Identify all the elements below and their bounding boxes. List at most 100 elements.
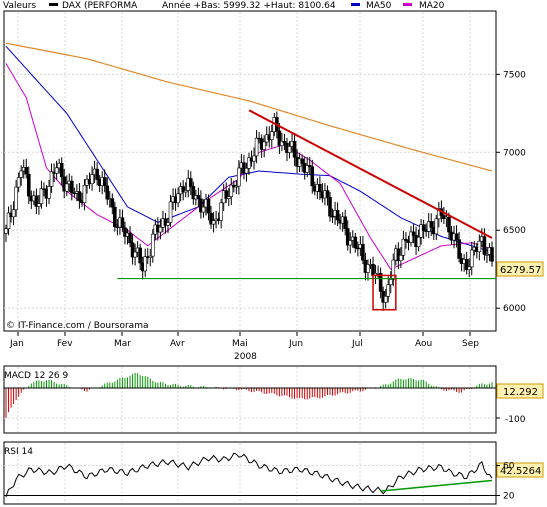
last-price-box — [496, 261, 544, 277]
rsi-value: 42.5264 — [500, 466, 541, 477]
candle-body — [163, 218, 168, 226]
header-bar — [0, 0, 547, 11]
macd-bars — [5, 372, 493, 418]
candle-body — [158, 226, 163, 233]
candle-body — [383, 296, 388, 303]
month-label: Aou — [415, 339, 432, 349]
month-label: Mai — [232, 339, 248, 349]
candle-body — [386, 284, 391, 297]
candle-body — [328, 196, 332, 217]
candle-body — [280, 141, 284, 146]
values-label: Valeurs — [3, 1, 36, 11]
candle-body — [429, 221, 434, 228]
rsi-tick-label: 60 — [503, 462, 515, 472]
candle-body — [307, 165, 312, 167]
candle-body — [110, 198, 115, 208]
rsi-tick-label: 20 — [503, 492, 515, 502]
candle-body — [70, 180, 74, 194]
candle-body — [353, 236, 358, 249]
candle-body — [277, 130, 282, 146]
ma50-legend: MA50 — [366, 1, 392, 11]
candle-body — [14, 186, 18, 211]
candle-body — [335, 210, 340, 221]
candle-body — [467, 266, 472, 271]
index-name: DAX (PERFORMA — [62, 1, 138, 11]
price-tick-label: 6000 — [503, 304, 526, 314]
candle-body — [201, 206, 206, 213]
ma200-line — [5, 42, 493, 172]
candle-body — [168, 201, 173, 223]
annotation-lines — [117, 109, 496, 311]
candle-body — [242, 162, 246, 174]
candle-body — [102, 177, 107, 187]
year-label: 2008 — [234, 352, 257, 362]
candle-body — [219, 202, 223, 221]
candle-body — [4, 228, 8, 234]
candle-body — [401, 238, 406, 256]
price-panel: 6000 6500 7000 7500 © IT-Finance.com / Bour… — [3, 10, 544, 332]
macd-tick: -100 — [505, 415, 526, 425]
macd-title: MACD 12 26 9 — [4, 371, 68, 381]
candle-body — [49, 171, 54, 187]
macd-panel-frame — [3, 365, 497, 434]
candle-body — [211, 220, 216, 225]
rsi-lines — [5, 452, 493, 498]
candle-body — [128, 232, 132, 244]
ma20-legend-swatch — [403, 3, 412, 6]
candle-body — [348, 240, 353, 246]
candle-body — [77, 191, 82, 202]
candle-body — [262, 141, 266, 150]
candle-body — [123, 227, 127, 237]
candle-body — [247, 157, 251, 169]
candle-body — [469, 249, 474, 268]
candle-body — [6, 212, 11, 229]
candle-body — [34, 195, 39, 207]
candle-body — [300, 158, 304, 164]
low-highlight-box — [372, 274, 397, 311]
candle-body — [39, 188, 44, 204]
dax-legend-swatch — [49, 3, 58, 6]
candle-body — [54, 167, 59, 174]
candle-body — [399, 255, 403, 261]
price-panel-frame — [3, 10, 497, 332]
ma50-legend-swatch — [351, 3, 360, 6]
month-axis: Jan Fev Mar Avr Mai Jun Jul Aou Sep — [9, 332, 479, 349]
candle-body — [191, 186, 196, 200]
candle-body — [447, 216, 451, 233]
candles-group — [4, 111, 494, 311]
candle-body — [196, 195, 201, 200]
candle-body — [310, 166, 315, 187]
price-tick-label: 6500 — [503, 226, 526, 236]
candle-body — [130, 242, 135, 258]
candle-body — [366, 264, 370, 273]
candle-body — [229, 184, 234, 197]
candle-body — [378, 273, 383, 292]
candle-body — [416, 236, 421, 248]
candle-body — [490, 247, 494, 262]
candle-body — [345, 228, 350, 246]
year-summary: Année +Bas: 5999.32 +Haut: 8100.64 — [162, 0, 336, 11]
candle-body — [282, 141, 287, 144]
candle-body — [287, 146, 292, 153]
macd-grid — [4, 367, 500, 432]
candle-body — [457, 239, 461, 259]
candle-body — [396, 248, 401, 261]
resistance-line — [248, 109, 493, 239]
candle-body — [409, 231, 413, 243]
candle-body — [82, 184, 87, 203]
price-tick-label: 7000 — [503, 148, 526, 158]
candle-body — [254, 137, 259, 157]
candle-body — [419, 224, 423, 238]
candle-body — [325, 190, 330, 198]
candle-body — [477, 240, 482, 253]
candle-body — [37, 203, 41, 207]
candle-body — [188, 178, 193, 187]
candle-body — [105, 185, 110, 200]
candle-body — [388, 279, 393, 285]
candle-body — [482, 236, 487, 255]
candle-body — [26, 173, 31, 197]
candle-body — [292, 141, 297, 158]
